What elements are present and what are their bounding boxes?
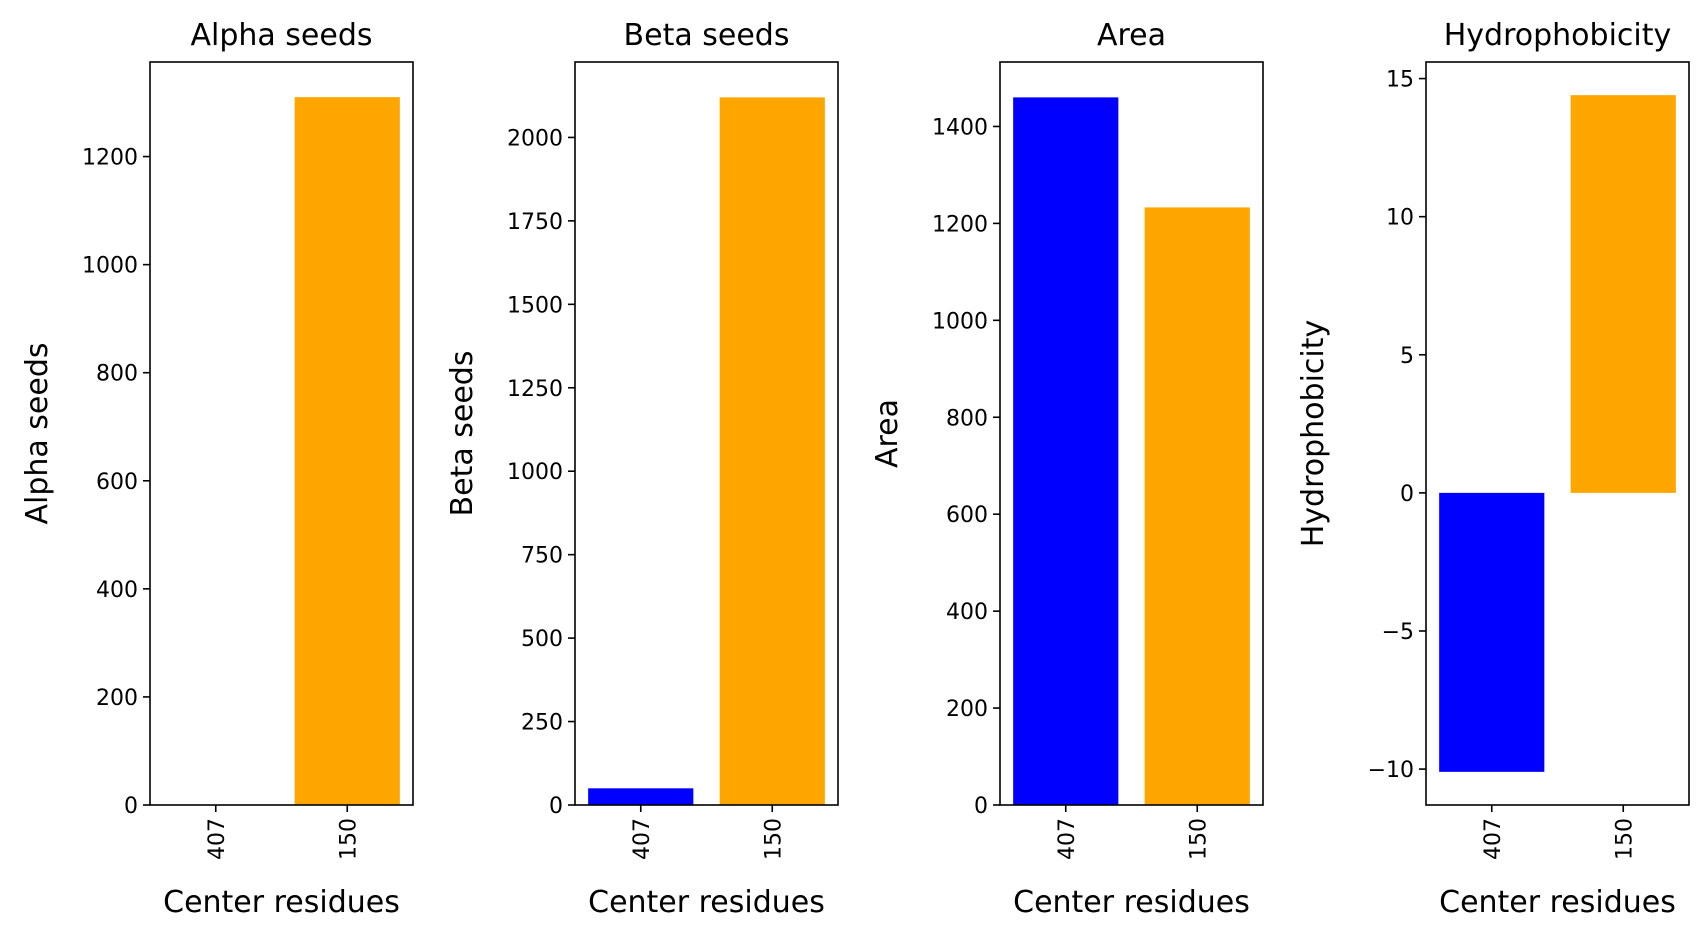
y-tick-label: 250 xyxy=(521,711,563,736)
y-tick-label: 1000 xyxy=(932,309,988,334)
y-tick-label: 400 xyxy=(946,600,988,625)
y-tick-label: 1400 xyxy=(932,115,988,140)
x-axis-label: Center residues xyxy=(588,885,825,920)
x-tick-label: 407 xyxy=(1055,818,1080,860)
y-tick-label: 2000 xyxy=(507,126,563,151)
y-tick-label: 1000 xyxy=(507,460,563,485)
y-tick-label: 1000 xyxy=(82,254,138,279)
axes-frame xyxy=(149,61,414,806)
axes-frame xyxy=(1425,61,1690,806)
y-tick-label: 200 xyxy=(96,686,138,711)
axes-frame xyxy=(574,61,839,806)
y-tick-label: 800 xyxy=(946,406,988,431)
axes-frame xyxy=(999,61,1264,806)
x-tick-label: 150 xyxy=(1186,818,1211,860)
chart-title: Area xyxy=(1097,18,1166,53)
chart-panel-1: 0 200 400 600 800 1000 1200 407 150 Alpha seeds Ce… xyxy=(20,18,414,920)
x-tick-label: 150 xyxy=(1612,818,1637,860)
y-tick-label: 500 xyxy=(521,627,563,652)
y-tick-label: 750 xyxy=(521,544,563,569)
y-axis-label: Hydrophobicity xyxy=(1296,320,1331,548)
y-axis-label: Area xyxy=(870,399,905,468)
y-tick-label: 5 xyxy=(1400,344,1414,369)
y-tick-label: 1200 xyxy=(82,146,138,171)
y-tick-label: 0 xyxy=(549,794,563,819)
y-tick-label: 200 xyxy=(946,697,988,722)
x-tick-label: 407 xyxy=(630,818,655,860)
chart-panel-2: 0 250 500 750 1000 1250 1500 1750 2000 407 150 Beta… xyxy=(445,18,839,920)
y-tick-label: 0 xyxy=(1400,482,1414,507)
chart-panel-3: 0 200 400 600 800 1000 1200 1400 407 150 Area Cente… xyxy=(870,18,1264,920)
y-tick-label: 400 xyxy=(96,578,138,603)
y-tick-label: −10 xyxy=(1368,758,1414,783)
y-tick-label: 10 xyxy=(1386,206,1414,231)
y-tick-label: 1200 xyxy=(932,212,988,237)
y-tick-label: 1250 xyxy=(507,377,563,402)
y-tick-label: 1500 xyxy=(507,293,563,318)
y-tick-label: 15 xyxy=(1386,68,1414,93)
y-tick-label: 0 xyxy=(124,794,138,819)
x-tick-label: 407 xyxy=(1481,818,1506,860)
x-tick-label: 407 xyxy=(205,818,230,860)
bar-407 xyxy=(1439,492,1545,772)
chart-title: Alpha seeds xyxy=(190,18,372,53)
y-axis-label: Alpha seeds xyxy=(20,342,55,524)
y-axis-label: Beta seeds xyxy=(445,351,480,517)
bar-407 xyxy=(588,788,694,805)
y-tick-label: 600 xyxy=(946,503,988,528)
y-tick-label: −5 xyxy=(1382,620,1414,645)
x-tick-label: 150 xyxy=(336,818,361,860)
x-tick-label: 150 xyxy=(761,818,786,860)
bar-150 xyxy=(1570,95,1676,493)
x-axis-label: Center residues xyxy=(1013,885,1250,920)
bar-150 xyxy=(1144,207,1250,805)
y-tick-label: 800 xyxy=(96,362,138,387)
y-tick-label: 0 xyxy=(974,794,988,819)
chart-title: Beta seeds xyxy=(624,18,790,53)
x-axis-label: Center residues xyxy=(1439,885,1676,920)
y-tick-label: 1750 xyxy=(507,210,563,235)
chart-title: Hydrophobicity xyxy=(1444,18,1672,53)
bar-150 xyxy=(719,97,825,805)
bar-407 xyxy=(1013,97,1119,805)
y-tick-label: 600 xyxy=(96,470,138,495)
bar-150 xyxy=(294,97,400,806)
chart-panel-4: −10 −5 0 5 10 15 407 150 Hydrophobicity Center re… xyxy=(1296,18,1690,920)
x-axis-label: Center residues xyxy=(163,885,400,920)
